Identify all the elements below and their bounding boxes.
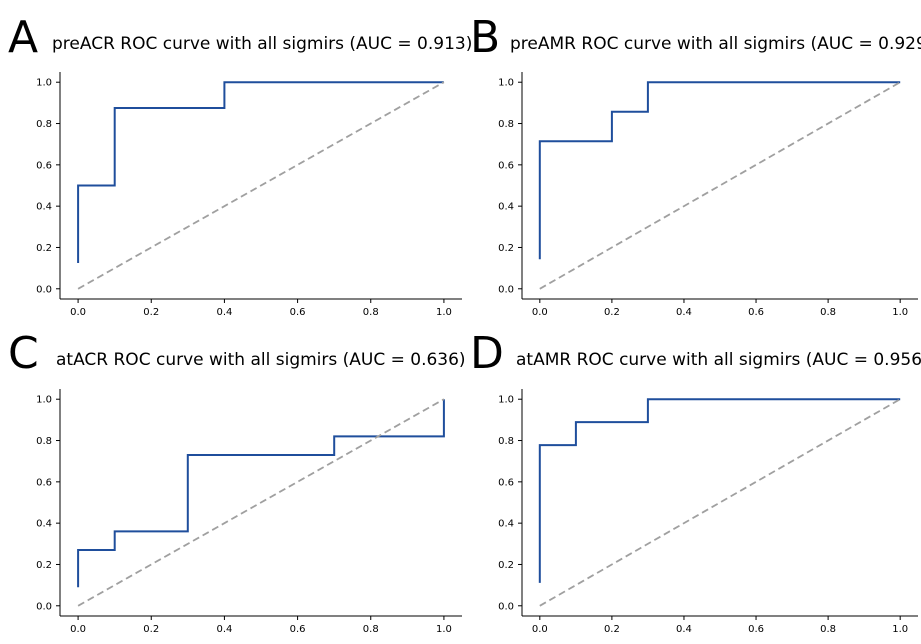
panel-b-y-tick-label: 0.8 — [498, 119, 514, 130]
panel-c-y-tick-label: 0.4 — [36, 519, 52, 530]
panel-d-x-tick-label: 1.0 — [892, 624, 908, 635]
panel-a-roc-curve — [77, 81, 444, 263]
panel-d-x-tick-label: 0.4 — [676, 624, 692, 635]
panel-d-x-tick-label: 0.8 — [820, 624, 836, 635]
panel-c-y-tick-label: 0.8 — [36, 436, 52, 447]
panel-c-roc-curve — [77, 399, 445, 588]
panel-d-title: atAMR ROC curve with all sigmirs (AUC = … — [516, 350, 921, 370]
panel-a-y-tick-label: 1.0 — [36, 78, 52, 89]
panel-a-y-tick-label: 0.0 — [36, 284, 52, 295]
panel-d-y-tick-label: 1.0 — [498, 395, 514, 406]
panel-c-chance-line — [77, 398, 445, 607]
panel-c-x-tick-label: 0.2 — [143, 624, 159, 635]
panel-b-y-tick-label: 1.0 — [498, 78, 514, 89]
panel-a-x-tick-label: 0.4 — [216, 307, 232, 318]
panel-b-roc-curve — [538, 81, 901, 260]
panel-b-x-tick-label: 0.6 — [748, 307, 764, 318]
panel-b-x-tick-label: 0.2 — [604, 307, 620, 318]
panel-c-x-tick-label: 0.0 — [70, 624, 86, 635]
panel-b-x-tick-label: 0.0 — [532, 307, 548, 318]
panel-c-y-tick-label: 1.0 — [36, 395, 52, 406]
panel-d-y-tick-label: 0.6 — [498, 477, 514, 488]
panel-letter-d: D — [470, 328, 504, 379]
panel-b-y-tick-label: 0.6 — [498, 160, 514, 171]
panel-b-x-tick-label: 1.0 — [892, 307, 908, 318]
panel-b-chance-line — [539, 81, 901, 290]
panel-a-y-tick-label: 0.4 — [36, 202, 52, 213]
panel-d-y-tick-label: 0.8 — [498, 436, 514, 447]
panel-c-x-tick-label: 0.8 — [363, 624, 379, 635]
panel-a-plot: 0.0 0.2 0.4 0.6 0.8 1.0 0.0 0.2 0.4 0.6 0.8 1.0 — [36, 72, 462, 318]
panel-b-x-tick-label: 0.4 — [676, 307, 692, 318]
panel-c-y-tick-label: 0.0 — [36, 601, 52, 612]
panel-letter-a: A — [8, 12, 38, 63]
panel-a-x-tick-label: 0.0 — [70, 307, 86, 318]
panel-c-x-tick-label: 0.6 — [290, 624, 306, 635]
panel-d-chance-line — [539, 398, 901, 607]
panel-d-x-tick-label: 0.6 — [748, 624, 764, 635]
panel-b-x-tick-label: 0.8 — [820, 307, 836, 318]
panel-b-y-tick-label: 0.0 — [498, 284, 514, 295]
panel-a-x-tick-label: 0.8 — [363, 307, 379, 318]
panel-d-x-tick-label: 0.0 — [532, 624, 548, 635]
panel-d-roc-curve — [538, 398, 901, 583]
panel-c-y-tick-label: 0.2 — [36, 560, 52, 571]
panel-b: B preAMR ROC curve with all sigmirs (AUC… — [470, 12, 921, 318]
panel-c-x-tick-label: 0.4 — [216, 624, 232, 635]
panel-letter-c: C — [8, 328, 39, 379]
panel-c-plot: 0.0 0.2 0.4 0.6 0.8 1.0 0.0 0.2 0.4 0.6 0.8 1.0 — [36, 389, 462, 635]
panel-c-x-tick-label: 1.0 — [436, 624, 452, 635]
panel-c-y-tick-label: 0.6 — [36, 477, 52, 488]
panel-a: A preACR ROC curve with all sigmirs (AUC… — [8, 12, 472, 318]
panel-b-y-tick-label: 0.4 — [498, 202, 514, 213]
panel-d-plot: 0.0 0.2 0.4 0.6 0.8 1.0 0.0 0.2 0.4 0.6 0.8 1.0 — [498, 389, 918, 635]
panel-d-y-tick-label: 0.2 — [498, 560, 514, 571]
panel-a-title: preACR ROC curve with all sigmirs (AUC =… — [52, 34, 472, 54]
panel-a-x-tick-label: 1.0 — [436, 307, 452, 318]
panel-c-title: atACR ROC curve with all sigmirs (AUC = … — [56, 350, 466, 370]
panel-c: C atACR ROC curve with all sigmirs (AUC … — [8, 328, 466, 635]
panel-a-y-tick-label: 0.8 — [36, 119, 52, 130]
panel-b-y-tick-label: 0.2 — [498, 243, 514, 254]
panel-a-y-tick-label: 0.6 — [36, 160, 52, 171]
panel-a-chance-line — [77, 81, 445, 290]
panel-a-y-tick-label: 0.2 — [36, 243, 52, 254]
panel-d-y-tick-label: 0.4 — [498, 519, 514, 530]
panel-b-plot: 0.0 0.2 0.4 0.6 0.8 1.0 0.0 0.2 0.4 0.6 0.8 1.0 — [498, 72, 918, 318]
panel-a-x-tick-label: 0.6 — [290, 307, 306, 318]
panel-d-y-tick-label: 0.0 — [498, 601, 514, 612]
panel-a-x-tick-label: 0.2 — [143, 307, 159, 318]
panel-d-x-tick-label: 0.2 — [604, 624, 620, 635]
panel-b-title: preAMR ROC curve with all sigmirs (AUC =… — [510, 34, 921, 54]
panel-d: D atAMR ROC curve with all sigmirs (AUC … — [470, 328, 921, 635]
panel-letter-b: B — [470, 12, 500, 63]
